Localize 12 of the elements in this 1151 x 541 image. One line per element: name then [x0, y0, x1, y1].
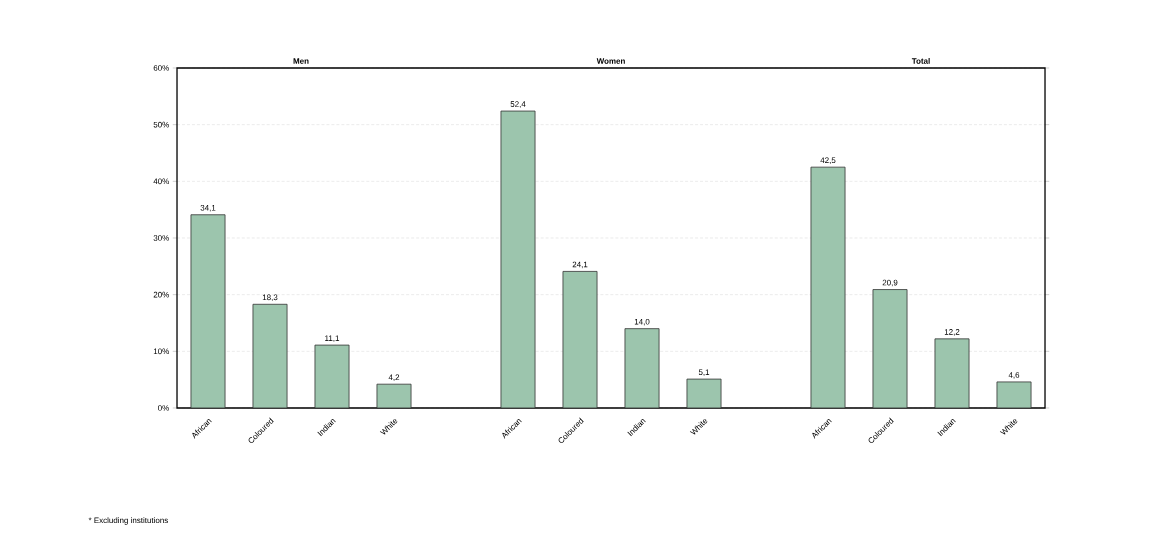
- bar: [624, 328, 660, 409]
- bar: [376, 383, 412, 409]
- bar: [314, 344, 350, 409]
- bar: [934, 338, 970, 409]
- bar: [686, 378, 722, 409]
- bar: [996, 381, 1032, 409]
- bar: [252, 303, 288, 409]
- bar: [810, 166, 846, 409]
- bar: [500, 110, 536, 409]
- bar: [190, 214, 226, 409]
- bar: [872, 289, 908, 409]
- bar: [562, 271, 598, 409]
